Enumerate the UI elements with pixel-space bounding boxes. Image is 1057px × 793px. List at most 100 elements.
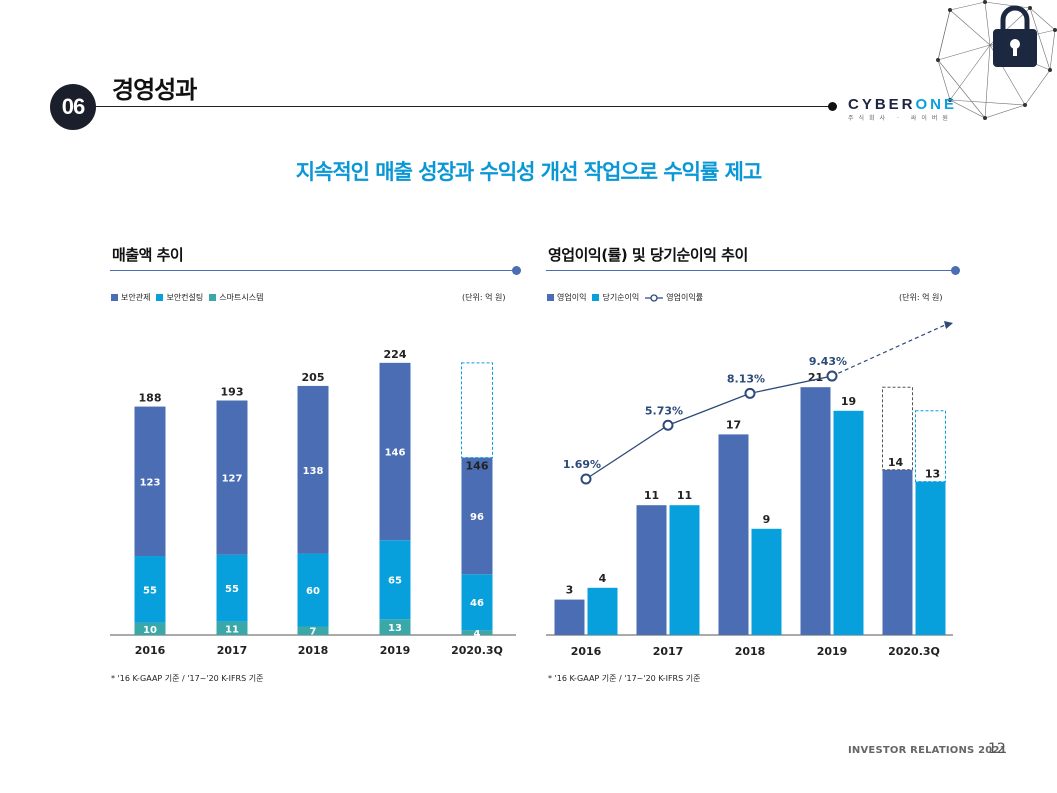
page-number: 12 bbox=[988, 741, 1006, 757]
tick-label: 2020.3Q bbox=[888, 645, 940, 658]
margin-label: 9.43% bbox=[809, 355, 847, 368]
right-footnote: * '16 K-GAAP 기준 / '17~'20 K-IFRS 기준 bbox=[548, 674, 701, 683]
bar-segment bbox=[134, 556, 166, 623]
logo-subtitle: 주식회사 · 싸이버원 bbox=[848, 115, 953, 122]
right-panel-title: 영업이익(률) 및 당기순이익 추이 bbox=[548, 246, 748, 264]
bar bbox=[669, 505, 700, 635]
footer-label: INVESTOR RELATIONS 2021 bbox=[848, 745, 1007, 756]
logo-part2: ONE bbox=[915, 96, 958, 113]
tick-label: 2016 bbox=[135, 644, 166, 657]
legend-item: 스마트시스템 bbox=[209, 292, 263, 303]
tick-label: 2019 bbox=[380, 644, 411, 657]
legend-label: 당기순이익 bbox=[602, 293, 640, 302]
margin-point bbox=[662, 419, 674, 431]
bar bbox=[636, 505, 667, 635]
bar-segment bbox=[134, 406, 166, 557]
left-panel-rule bbox=[110, 270, 516, 271]
margin-projection-line bbox=[831, 324, 946, 377]
legend-item: 당기순이익 bbox=[592, 292, 639, 303]
bar bbox=[751, 528, 782, 635]
left-footnote: * '16 K-GAAP 기준 / '17~'20 K-IFRS 기준 bbox=[111, 674, 264, 683]
legend-item: 보안컨설팅 bbox=[156, 292, 203, 303]
revenue-chart: 10 55 123 188 2016 11 55 127 193 2017 7 60 138 205 201… bbox=[110, 348, 516, 657]
data-label: 9 bbox=[763, 513, 771, 526]
section-number-badge: 06 bbox=[50, 84, 96, 130]
projection-bar bbox=[882, 386, 913, 471]
data-label: 127 bbox=[222, 474, 243, 485]
margin-point bbox=[744, 387, 756, 399]
data-label: 11 bbox=[677, 489, 692, 502]
data-label: 4 bbox=[599, 572, 607, 585]
tick-label: 2017 bbox=[653, 645, 684, 658]
margin-label: 1.69% bbox=[563, 458, 601, 471]
data-label: 17 bbox=[726, 418, 741, 431]
margin-label: 5.73% bbox=[645, 404, 683, 417]
right-unit-label: (단위: 억 원) bbox=[899, 293, 943, 302]
bar-segment bbox=[216, 554, 248, 622]
bar-segment bbox=[216, 621, 248, 635]
margin-point bbox=[826, 370, 838, 382]
left-legend: 보안관제 보안컨설팅 스마트시스템 bbox=[111, 292, 269, 303]
bar-segment bbox=[461, 630, 493, 635]
bar bbox=[718, 434, 749, 635]
data-label: 55 bbox=[225, 584, 239, 595]
legend-label: 보안컨설팅 bbox=[166, 293, 204, 302]
company-logo: CYBERONE bbox=[848, 96, 957, 113]
data-label: 146 bbox=[385, 448, 406, 459]
legend-swatch bbox=[209, 294, 217, 301]
total-label: 146 bbox=[466, 460, 489, 473]
bar-segment bbox=[379, 619, 411, 635]
bar bbox=[882, 469, 913, 635]
total-label: 205 bbox=[302, 371, 325, 384]
data-label: 11 bbox=[644, 489, 659, 502]
data-label: 10 bbox=[143, 625, 157, 636]
total-label: 193 bbox=[221, 386, 244, 399]
bar bbox=[587, 587, 618, 635]
data-label: 138 bbox=[303, 466, 324, 477]
data-label: 14 bbox=[888, 456, 904, 469]
legend-label: 보안관제 bbox=[121, 293, 151, 302]
header-divider bbox=[96, 106, 832, 107]
network-lock-decoration bbox=[936, 0, 1057, 120]
data-label: 13 bbox=[388, 623, 402, 634]
right-legend: 영업이익 당기순이익 영업이익률 bbox=[547, 292, 709, 303]
data-label: 96 bbox=[470, 512, 484, 523]
line-legend-icon bbox=[645, 293, 664, 302]
data-label: 65 bbox=[388, 576, 402, 587]
bar bbox=[554, 599, 585, 635]
bar-segment bbox=[461, 574, 493, 631]
bar-segment bbox=[379, 362, 411, 541]
legend-item: 보안관제 bbox=[111, 292, 150, 303]
margin-point bbox=[580, 473, 592, 485]
profit-chart: 3 4 2016 11 11 2017 17 9 2018 21 19 2019 14 13 2020.3Q… bbox=[546, 321, 953, 658]
bar bbox=[915, 481, 946, 635]
data-label: 123 bbox=[140, 477, 161, 488]
data-label: 11 bbox=[225, 624, 239, 635]
data-label: 46 bbox=[470, 598, 484, 609]
bar bbox=[833, 410, 864, 635]
arrowhead bbox=[944, 321, 953, 329]
tick-label: 2017 bbox=[217, 644, 248, 657]
tick-label: 2016 bbox=[571, 645, 602, 658]
legend-swatch bbox=[547, 294, 554, 301]
legend-swatch bbox=[156, 294, 164, 301]
tick-label: 2018 bbox=[298, 644, 329, 657]
bar-segment bbox=[297, 626, 329, 635]
headline: 지속적인 매출 성장과 수익성 개선 작업으로 수익률 제고 bbox=[295, 160, 763, 184]
margin-label: 8.13% bbox=[727, 372, 765, 385]
legend-swatch bbox=[111, 294, 118, 301]
bar-segment bbox=[461, 457, 493, 575]
bar-segment bbox=[216, 400, 248, 555]
legend-label: 영업이익률 bbox=[666, 293, 704, 302]
bar-segment bbox=[297, 385, 329, 554]
left-unit-label: (단위: 억 원) bbox=[462, 293, 506, 302]
projection-bar bbox=[915, 410, 946, 483]
legend-item: 영업이익률 bbox=[645, 292, 703, 303]
total-label: 188 bbox=[139, 392, 162, 405]
legend-item: 영업이익 bbox=[547, 292, 586, 303]
legend-label: 스마트시스템 bbox=[219, 293, 264, 302]
projection-bar bbox=[461, 362, 493, 459]
bar-segment bbox=[134, 622, 166, 635]
data-label: 19 bbox=[841, 395, 856, 408]
bar bbox=[800, 387, 831, 635]
